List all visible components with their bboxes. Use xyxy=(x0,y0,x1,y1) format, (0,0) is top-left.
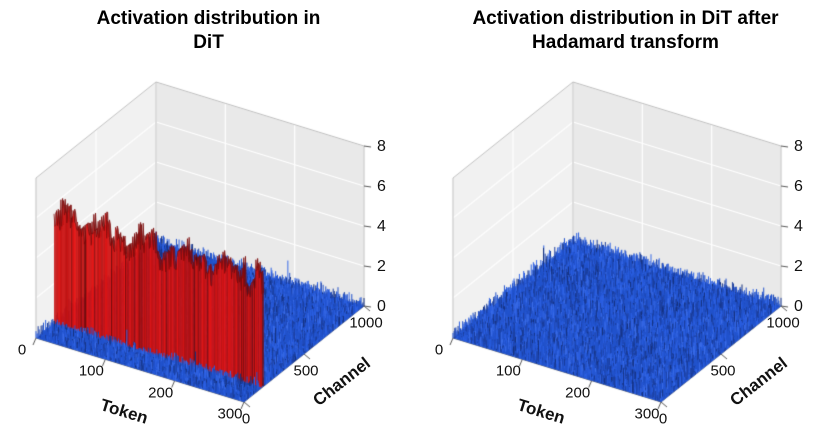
z-tick-label: 4 xyxy=(377,218,386,235)
channel-tick-label: 0 xyxy=(658,410,668,428)
dit-hadamard-title-line2: Hadamard transform xyxy=(532,32,719,54)
panel-dit-hadamard: Activation distribution in DiT after Had… xyxy=(417,0,834,447)
z-tick-label: 4 xyxy=(794,218,803,235)
channel-tick-label: 0 xyxy=(241,410,251,428)
dit-hadamard-surface-plot xyxy=(417,0,834,447)
z-tick-label: 0 xyxy=(794,298,803,315)
token-tick-label: 0 xyxy=(17,341,27,359)
channel-tick-label: 500 xyxy=(293,362,319,380)
panel-dit: Activation distribution in DiT Token Cha… xyxy=(0,0,417,447)
channel-tick-label: 1000 xyxy=(349,314,383,332)
token-tick-label: 300 xyxy=(217,405,243,423)
dit-title-line2: DiT xyxy=(193,32,224,54)
dit-title-line1: Activation distribution in xyxy=(96,8,321,29)
token-tick-label: 200 xyxy=(565,384,591,402)
z-tick-label: 2 xyxy=(794,258,803,275)
z-tick-label: 0 xyxy=(377,298,386,315)
z-tick-label: 8 xyxy=(377,138,386,155)
dit-hadamard-title-line1: Activation distribution in DiT after xyxy=(472,8,779,29)
z-tick-label: 6 xyxy=(794,178,803,195)
z-tick-label: 2 xyxy=(377,258,386,275)
token-tick-label: 300 xyxy=(634,405,660,423)
dit-surface-plot xyxy=(0,0,417,447)
z-tick-label: 6 xyxy=(377,178,386,195)
dit-title: Activation distribution in DiT xyxy=(0,7,417,56)
token-tick-label: 100 xyxy=(78,362,104,380)
token-tick-label: 0 xyxy=(434,341,444,359)
dit-hadamard-title: Activation distribution in DiT after Had… xyxy=(417,7,834,56)
token-tick-label: 100 xyxy=(495,362,521,380)
channel-tick-label: 500 xyxy=(710,362,736,380)
z-tick-label: 8 xyxy=(794,138,803,155)
token-tick-label: 200 xyxy=(148,384,174,402)
channel-tick-label: 1000 xyxy=(766,314,800,332)
